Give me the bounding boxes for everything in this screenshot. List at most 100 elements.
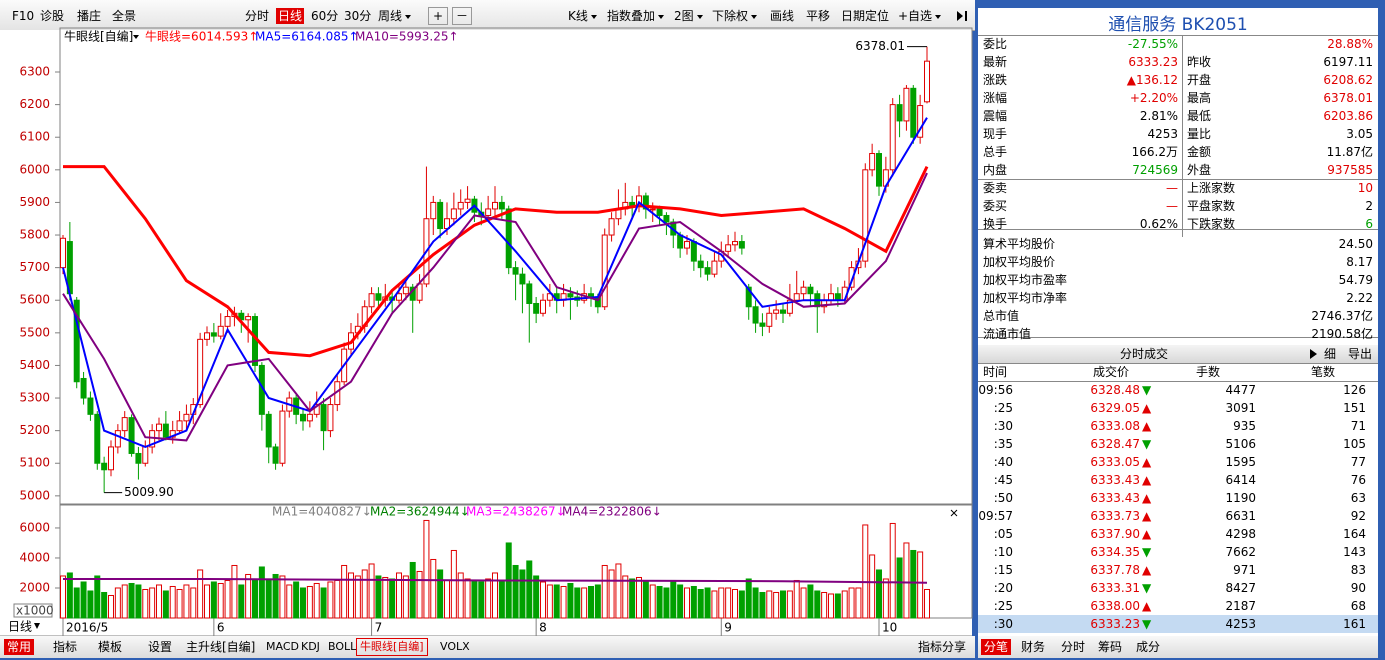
- expand-icon: [1310, 349, 1317, 359]
- tool-button[interactable]: K线: [566, 8, 599, 24]
- tool-button[interactable]: 日期定位: [841, 9, 890, 23]
- panel-tab[interactable]: 分时: [1061, 640, 1086, 654]
- candle-body: [745, 286, 752, 308]
- period-button[interactable]: 30分: [344, 9, 372, 23]
- volume-bar: [354, 575, 361, 619]
- volume-bar: [560, 585, 567, 619]
- legend-entry: MA5=6164.085↑: [255, 30, 359, 44]
- trade-price: 6333.43: [1090, 473, 1140, 487]
- close-icon[interactable]: [950, 509, 958, 517]
- quote-value: 10: [1357, 181, 1373, 195]
- toolbar-button[interactable]: 播庄: [77, 9, 102, 23]
- collapse-icon[interactable]: [955, 9, 969, 23]
- indicator-tab[interactable]: KDJ: [301, 640, 320, 653]
- indicator-tab[interactable]: VOLX: [440, 640, 470, 653]
- candle-body: [546, 293, 553, 301]
- trade-count: 63: [1350, 491, 1366, 505]
- candle-body: [601, 234, 608, 308]
- volume-bar: [368, 563, 375, 619]
- zoom-button[interactable]: －: [452, 7, 472, 25]
- toolbar-button[interactable]: 诊股: [40, 9, 65, 23]
- candle-body: [114, 430, 121, 448]
- trade-time: :25: [993, 599, 1013, 613]
- indicator-tab[interactable]: 设置: [148, 640, 173, 654]
- volume-bar: [704, 587, 711, 619]
- volume-bar: [416, 570, 423, 619]
- trade-count: 83: [1350, 563, 1366, 577]
- zoom-button[interactable]: +: [428, 7, 448, 25]
- separator: [978, 381, 1378, 382]
- indicator-tab[interactable]: 主升线[自编]: [186, 640, 256, 654]
- tool-button[interactable]: 平移: [806, 9, 831, 23]
- tool-button[interactable]: 下除权: [710, 8, 759, 24]
- stat-value: 2746.37亿: [1311, 309, 1373, 323]
- indicator-tab[interactable]: 模板: [98, 640, 123, 654]
- candle-body: [396, 293, 402, 301]
- tool-button[interactable]: 2图: [672, 8, 705, 24]
- trade-price: 6333.73: [1090, 509, 1140, 523]
- indicator-tab[interactable]: 指标: [53, 640, 78, 654]
- volume-bar: [855, 587, 862, 619]
- volume-bar: [101, 591, 108, 619]
- quote-label: 外盘: [1187, 163, 1212, 177]
- indicator-tab[interactable]: BOLL: [328, 640, 357, 653]
- candle-body: [663, 214, 670, 223]
- toolbar-button[interactable]: 全景: [112, 9, 137, 23]
- candle-body: [793, 293, 800, 301]
- volume-bar: [306, 585, 313, 619]
- volume-bar: [60, 575, 66, 619]
- y-tick-label: 4000: [19, 550, 50, 564]
- volume-bar: [828, 593, 834, 619]
- quote-label: 最新: [983, 55, 1008, 69]
- tool-button[interactable]: 画线: [770, 9, 795, 23]
- period-button[interactable]: 日线: [276, 8, 305, 24]
- volume-bar: [190, 587, 197, 619]
- panel-tab[interactable]: 成分: [1136, 640, 1161, 654]
- trade-volume: 4298: [1225, 527, 1256, 541]
- trade-volume: 3091: [1225, 401, 1256, 415]
- candle-body: [924, 60, 930, 103]
- trade-volume: 2187: [1225, 599, 1256, 613]
- volume-bar: [690, 585, 697, 619]
- volume-bar: [471, 579, 478, 619]
- y-tick-label: 6100: [19, 130, 50, 144]
- quote-value: -27.55%: [1127, 37, 1178, 51]
- period-button[interactable]: 60分: [311, 9, 339, 23]
- x-tick-label: 6: [217, 621, 225, 635]
- volume-bar: [245, 573, 252, 619]
- volume-bar: [114, 587, 121, 619]
- panel-tab[interactable]: 筹码: [1098, 640, 1123, 654]
- panel-tab[interactable]: 财务: [1021, 640, 1046, 654]
- volume-bar: [485, 578, 492, 619]
- indicator-tab[interactable]: MACD: [266, 640, 299, 653]
- volume-bar: [464, 578, 471, 619]
- period-button[interactable]: 周线: [376, 8, 413, 24]
- toolbar-button[interactable]: F10: [12, 9, 35, 23]
- candle-body: [704, 267, 711, 275]
- quote-label: 委买: [983, 199, 1008, 213]
- volume-bar: [183, 584, 190, 619]
- period-button[interactable]: 分时: [245, 9, 270, 23]
- trade-price: 6333.43: [1090, 491, 1140, 505]
- trade-price: 6333.05: [1090, 455, 1140, 469]
- panel-tab[interactable]: 分笔: [981, 639, 1012, 655]
- share-button[interactable]: 指标分享: [918, 640, 967, 654]
- candle-body: [725, 244, 732, 252]
- tool-button[interactable]: +自选: [896, 8, 943, 24]
- trade-time: :35: [993, 437, 1013, 451]
- quote-label: 最低: [1187, 109, 1212, 123]
- volume-bar: [135, 584, 142, 619]
- trade-direction: ▲: [1142, 419, 1152, 433]
- legend-entry: MA3=2438267↓: [466, 505, 566, 519]
- volume-bar: [780, 590, 786, 619]
- period-label[interactable]: 日线: [8, 620, 32, 634]
- column-header: 成交价: [1093, 365, 1130, 379]
- tool-button[interactable]: 指数叠加: [605, 8, 666, 24]
- volume-bar: [492, 572, 498, 619]
- volume-bar: [553, 584, 560, 619]
- indicator-tab[interactable]: 常用: [4, 639, 35, 655]
- trade-direction: ▲: [1142, 455, 1152, 469]
- volume-bar: [663, 587, 670, 619]
- trade-count: 143: [1343, 545, 1366, 559]
- indicator-tab[interactable]: 牛眼线[自编]: [356, 638, 428, 656]
